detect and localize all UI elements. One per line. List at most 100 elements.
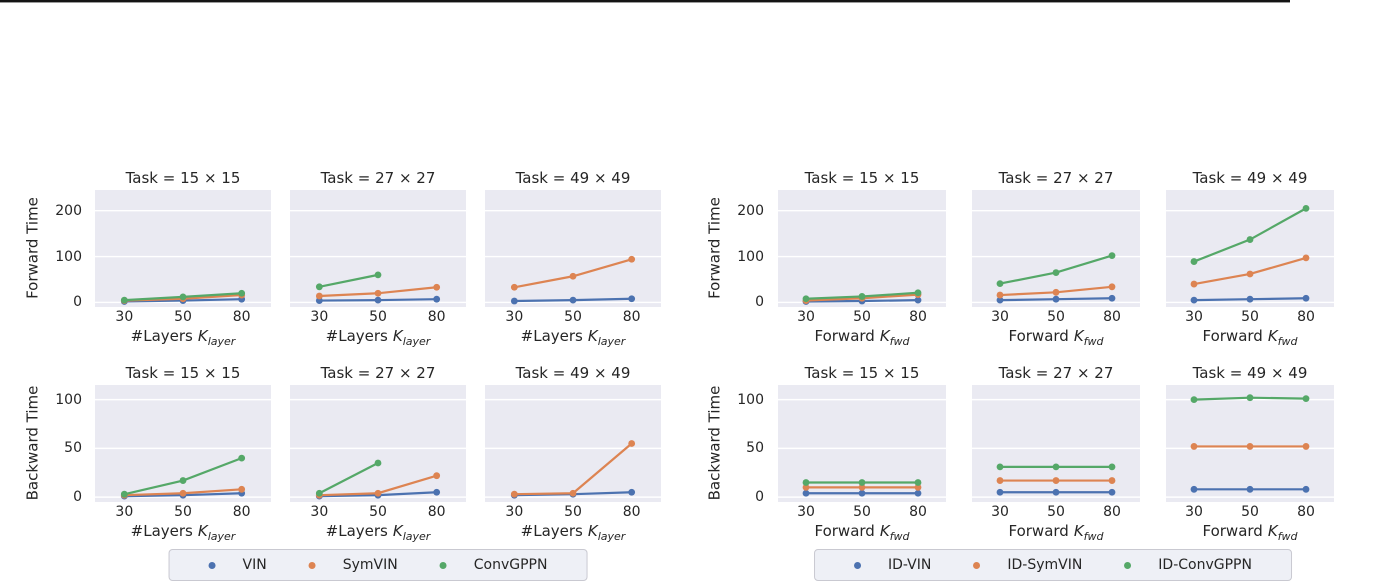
x-tick-label: 30: [991, 504, 1009, 520]
legend-marker-symvin: [308, 561, 316, 569]
x-axis-label: Forward Kfwd: [972, 326, 1140, 351]
x-axis-label-subscript: layer: [402, 530, 431, 543]
subplot-forward-49x49-fwd: Task = 49 × 49 30 50 80 Forward Kfwd: [1166, 168, 1334, 351]
x-axis-label-subscript: layer: [597, 335, 626, 348]
x-axis-ticks: 30 50 80: [972, 502, 1140, 521]
x-tick-label: 50: [369, 504, 387, 520]
subplot-title: Task = 15 × 15: [125, 364, 241, 382]
x-tick-label: 50: [564, 504, 582, 520]
x-axis-ticks: 30 50 80: [485, 307, 661, 326]
legend-label: SymVIN: [342, 557, 398, 573]
x-axis-ticks: 30 50 80: [778, 502, 946, 521]
x-axis-label: Forward Kfwd: [972, 521, 1140, 546]
subplot-title: Task = 49 × 49: [515, 364, 631, 382]
subplot-forward-15x15-layers: Task = 15 × 15 30 50 80 #Layers Klayer: [95, 168, 271, 351]
x-axis-label-text: #Layers: [520, 522, 583, 540]
y-ticks-forward-left: 0 100 200: [40, 190, 88, 311]
x-tick-label: 80: [909, 504, 927, 520]
x-tick-label: 80: [622, 504, 641, 520]
x-axis-label-subscript: layer: [207, 530, 236, 543]
plot-area: [290, 385, 466, 502]
y-tick-label: 100: [55, 248, 82, 265]
top-rule: [0, 0, 1290, 3]
plot-area: [1166, 385, 1334, 502]
x-axis-label-symbol: K: [197, 522, 208, 540]
x-tick-label: 50: [853, 504, 871, 520]
x-tick-label: 30: [505, 309, 524, 325]
x-axis-label-text: Forward: [1202, 327, 1263, 345]
y-tick-label: 100: [737, 248, 764, 265]
plot-area: [485, 190, 661, 307]
subplot-title: Task = 49 × 49: [1192, 364, 1308, 382]
x-axis-label-symbol: K: [879, 327, 890, 345]
x-axis-label-symbol: K: [587, 522, 598, 540]
x-axis-ticks: 30 50 80: [485, 502, 661, 521]
legend-item: VIN: [188, 557, 288, 573]
x-tick-label: 50: [1241, 504, 1259, 520]
x-tick-label: 80: [427, 504, 446, 520]
x-axis-label: Forward Kfwd: [778, 326, 946, 351]
y-tick-label: 0: [755, 294, 764, 311]
subplot-forward-27x27-fwd: Task = 27 × 27 30 50 80 Forward Kfwd: [972, 168, 1140, 351]
x-tick-label: 50: [853, 309, 871, 325]
x-axis-label: Forward Kfwd: [1166, 521, 1334, 546]
legend-item: ID-ConvGPPN: [1103, 557, 1273, 573]
x-axis-label-subscript: fwd: [1083, 530, 1104, 543]
x-tick-label: 30: [310, 309, 329, 325]
x-axis-ticks: 30 50 80: [95, 307, 271, 326]
x-axis-ticks: 30 50 80: [1166, 307, 1334, 326]
y-tick-label: 50: [64, 440, 82, 457]
x-tick-label: 30: [797, 309, 815, 325]
x-axis-label-text: #Layers: [520, 327, 583, 345]
legend-marker-convgppn: [439, 561, 447, 569]
y-tick-label: 100: [55, 391, 82, 408]
x-axis-label: #Layers Klayer: [95, 521, 271, 546]
x-axis-label-symbol: K: [1267, 522, 1278, 540]
subplot-title: Task = 27 × 27: [998, 169, 1114, 187]
x-tick-label: 80: [909, 309, 927, 325]
x-axis-label-subscript: fwd: [889, 530, 910, 543]
legend-right: ID-VIN ID-SymVIN ID-ConvGPPN: [814, 549, 1292, 581]
y-ticks-backward-right: 0 50 100: [722, 385, 770, 506]
x-tick-label: 50: [564, 309, 582, 325]
plot-area: [485, 385, 661, 502]
x-tick-label: 50: [1047, 309, 1065, 325]
x-axis-label-subscript: fwd: [1277, 335, 1298, 348]
x-tick-label: 50: [1047, 504, 1065, 520]
x-axis-label-subscript: fwd: [1277, 530, 1298, 543]
x-axis-label-text: Forward: [1202, 522, 1263, 540]
x-axis-label-subscript: fwd: [889, 335, 910, 348]
x-axis-label-text: #Layers: [325, 327, 388, 345]
x-tick-label: 30: [115, 309, 134, 325]
x-axis-ticks: 30 50 80: [95, 502, 271, 521]
subplot-backward-49x49-layers: Task = 49 × 49 30 50 80 #Layers Klayer: [485, 363, 661, 546]
subplot-title: Task = 27 × 27: [320, 364, 436, 382]
y-tick-label: 50: [746, 440, 764, 457]
x-tick-label: 50: [174, 504, 192, 520]
subplot-title: Task = 15 × 15: [804, 169, 920, 187]
legend-marker-id-symvin: [973, 561, 981, 569]
y-tick-label: 100: [737, 391, 764, 408]
subplot-backward-15x15-layers: Task = 15 × 15 30 50 80 #Layers Klayer: [95, 363, 271, 546]
x-axis-label: Forward Kfwd: [1166, 326, 1334, 351]
y-tick-label: 0: [73, 489, 82, 506]
x-axis-ticks: 30 50 80: [778, 307, 946, 326]
x-axis-label-symbol: K: [392, 327, 403, 345]
x-axis-label-symbol: K: [197, 327, 208, 345]
x-axis-label-symbol: K: [879, 522, 890, 540]
x-axis-label-text: Forward: [1008, 327, 1069, 345]
subplot-backward-15x15-fwd: Task = 15 × 15 30 50 80 Forward Kfwd: [778, 363, 946, 546]
subplot-backward-49x49-fwd: Task = 49 × 49 30 50 80 Forward Kfwd: [1166, 363, 1334, 546]
x-axis-ticks: 30 50 80: [290, 502, 466, 521]
x-tick-label: 80: [232, 504, 251, 520]
x-axis-label-subscript: layer: [402, 335, 431, 348]
x-axis-label-symbol: K: [392, 522, 403, 540]
subplot-forward-15x15-fwd: Task = 15 × 15 30 50 80 Forward Kfwd: [778, 168, 946, 351]
x-axis-label-text: #Layers: [130, 522, 193, 540]
x-tick-label: 80: [622, 309, 641, 325]
x-axis-ticks: 30 50 80: [290, 307, 466, 326]
legend-item: SymVIN: [288, 557, 419, 573]
plot-area: [1166, 190, 1334, 307]
plot-area: [95, 190, 271, 307]
x-axis-ticks: 30 50 80: [972, 307, 1140, 326]
